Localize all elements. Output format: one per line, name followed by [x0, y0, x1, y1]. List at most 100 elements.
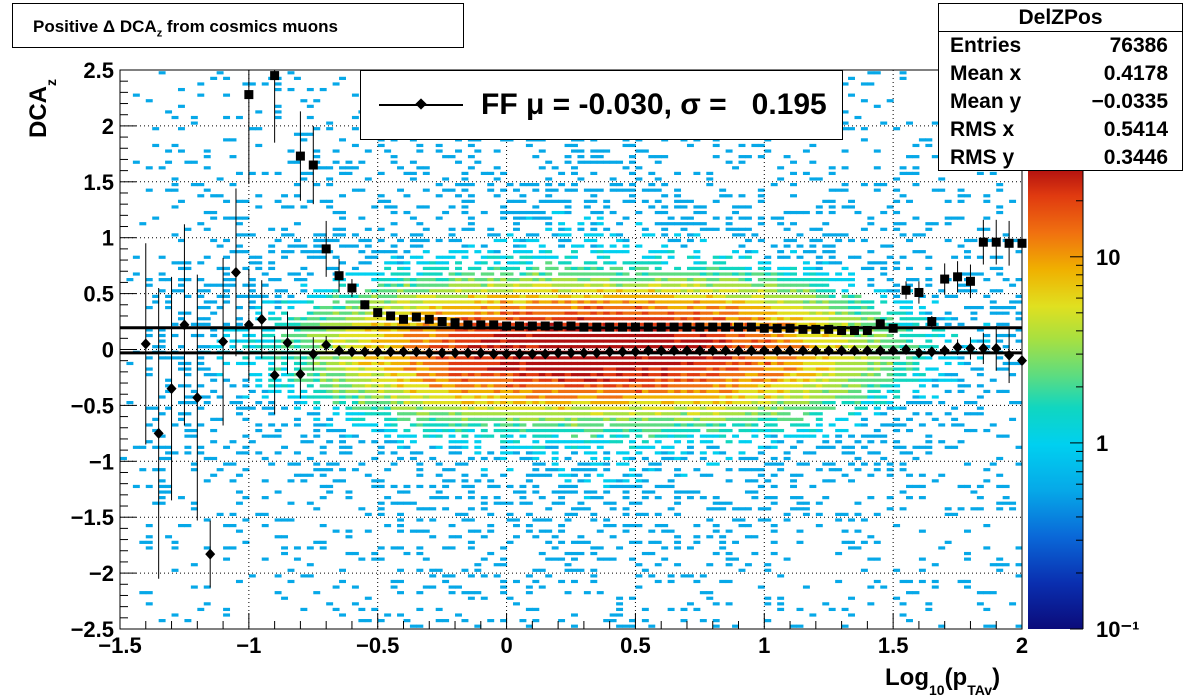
heatmap-cell	[422, 294, 430, 298]
heatmap-cell	[390, 255, 398, 259]
heatmap-cell	[648, 417, 656, 421]
heatmap-cell	[706, 417, 714, 421]
heatmap-cell	[770, 406, 778, 410]
heatmap-cell	[513, 423, 520, 427]
heatmap-cell	[300, 171, 308, 176]
heatmap-cell	[235, 199, 243, 203]
heatmap-cell	[461, 278, 469, 282]
heatmap-cell	[674, 540, 682, 544]
heatmap-cell	[764, 602, 772, 606]
heatmap-cell	[616, 233, 624, 237]
heatmap-cell	[435, 305, 443, 310]
heatmap-cell	[912, 412, 920, 416]
heatmap-cell	[390, 484, 398, 489]
heatmap-cell	[744, 283, 752, 287]
heatmap-cell	[377, 305, 385, 310]
heatmap-cell	[371, 339, 379, 343]
heatmap-cell	[661, 412, 669, 416]
heatmap-cell	[571, 244, 578, 248]
heatmap-cell	[744, 356, 752, 360]
heatmap-cell	[693, 361, 701, 366]
heatmap-cell	[403, 294, 411, 298]
heatmap-cell	[616, 160, 624, 164]
heatmap-cell	[197, 384, 205, 388]
heatmap-cell	[287, 149, 295, 153]
heatmap-cell	[641, 456, 649, 461]
heatmap-cell	[712, 619, 720, 623]
heatmap-cell	[725, 333, 733, 338]
heatmap-cell	[313, 356, 321, 360]
heatmap-cell	[448, 535, 456, 539]
heatmap-cell	[513, 283, 520, 287]
heatmap-cell	[686, 423, 694, 427]
heatmap-cell	[429, 456, 437, 461]
heatmap-cell	[848, 305, 855, 310]
heatmap-cell	[815, 423, 823, 427]
heatmap-cell	[603, 289, 611, 293]
heatmap-cell	[848, 317, 855, 321]
heatmap-cell	[822, 233, 830, 237]
heatmap-cell	[358, 345, 366, 349]
heatmap-cell	[480, 378, 488, 382]
heatmap-cell	[177, 283, 185, 287]
heatmap-cell	[661, 423, 669, 427]
heatmap-cell	[364, 401, 372, 405]
heatmap-cell	[886, 205, 894, 209]
heatmap-cell	[732, 406, 740, 410]
heatmap-cell	[538, 216, 546, 220]
heatmap-cell	[699, 238, 707, 243]
heatmap-cell	[519, 261, 527, 265]
heatmap-cell	[223, 216, 231, 220]
heatmap-cell	[126, 361, 134, 366]
heatmap-cell	[306, 373, 314, 377]
heatmap-cell	[641, 272, 649, 276]
heatmap-cell	[545, 305, 553, 310]
heatmap-cell	[223, 76, 231, 80]
heatmap-cell	[622, 456, 630, 461]
heatmap-cell	[326, 462, 334, 466]
heatmap-cell	[480, 305, 488, 310]
heatmap-cell	[603, 619, 611, 623]
heatmap-cell	[409, 356, 417, 360]
heatmap-cell	[287, 305, 295, 310]
heatmap-cell	[326, 121, 334, 125]
heatmap-cell	[732, 356, 740, 360]
heatmap-cell	[442, 289, 450, 293]
heatmap-cell	[571, 378, 578, 382]
heatmap-cell	[165, 278, 173, 282]
heatmap-cell	[326, 602, 334, 606]
heatmap-cell	[674, 317, 682, 321]
heatmap-cell	[506, 356, 514, 360]
heatmap-cell	[403, 278, 411, 282]
heatmap-cell	[738, 278, 746, 282]
heatmap-cell	[519, 423, 527, 427]
heatmap-cell	[177, 311, 185, 315]
heatmap-cell	[680, 361, 688, 366]
heatmap-cell	[564, 367, 572, 371]
heatmap-cell	[171, 289, 179, 293]
heatmap-cell	[835, 333, 843, 338]
heatmap-cell	[641, 490, 649, 494]
heatmap-cell	[738, 289, 746, 293]
heatmap-cell	[448, 233, 456, 237]
heatmap-cell	[397, 518, 404, 522]
heatmap-cell	[171, 333, 179, 338]
heatmap-cell	[738, 333, 746, 338]
heatmap-cell	[796, 507, 804, 511]
heatmap-cell	[500, 188, 508, 192]
heatmap-cell	[693, 523, 701, 528]
heatmap-cell	[274, 535, 282, 539]
heatmap-cell	[300, 395, 308, 399]
heatmap-cell	[848, 361, 855, 366]
heatmap-cell	[590, 300, 598, 304]
heatmap-cell	[680, 395, 688, 399]
heatmap-cell	[545, 361, 553, 366]
heatmap-cell	[583, 440, 591, 444]
heatmap-cell	[551, 166, 559, 170]
heatmap-cell	[764, 317, 772, 321]
heatmap-cell	[371, 378, 379, 382]
heatmap-cell	[171, 356, 179, 360]
heatmap-cell	[867, 356, 875, 360]
heatmap-cell	[203, 188, 211, 192]
heatmap-cell	[571, 423, 578, 427]
